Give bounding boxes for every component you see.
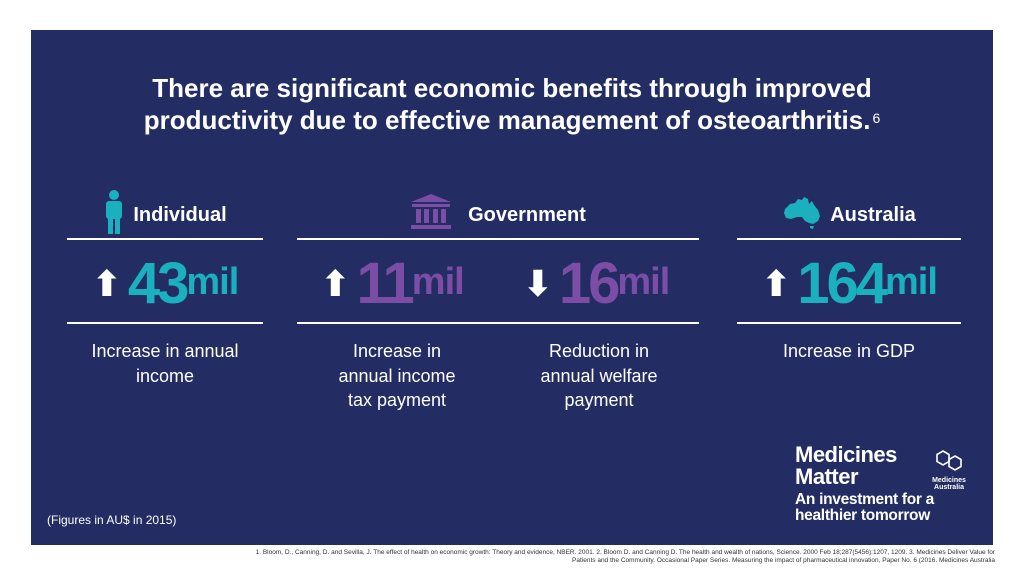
divider-australia-bottom [737,322,961,324]
description-line: annual income [338,365,456,386]
footnote-line-1: 1. Bloom, D., Canning, D. and Sevilla, J… [255,549,995,556]
stat-value: 43 [127,251,189,316]
section-header-government: Government [297,190,699,240]
headline-superscript: 6 [872,110,881,126]
headline-line-1: There are significant economic benefits … [152,73,872,103]
australia-map-icon [782,195,822,235]
logo-text-line-2: Australia [934,484,964,491]
description-line: Reduction in [548,341,650,361]
logo-text-line-1: Medicines [932,477,966,484]
headline: There are significant economic benefits … [31,72,993,136]
arrow-up-icon: ⬆ [761,263,792,304]
references-footnote: 1. Bloom, D., Canning, D. and Sevilla, J… [60,549,995,565]
description-individual: Increase in annual income [67,339,263,388]
stat-unit: mil [885,261,938,303]
description-line: Increase in annual [91,341,239,361]
description-line: Increase in GDP [782,341,916,361]
infographic-panel: There are significant economic benefits … [31,30,993,545]
stat-government-welfare: ⬇ 16 mil [501,254,691,314]
person-icon [103,190,125,240]
description-line: annual welfare [540,365,658,386]
description-line: tax payment [347,390,447,410]
description-australia: Increase in GDP [737,339,961,364]
medicines-australia-logo: Medicines Australia [927,450,971,491]
divider-australia-top [737,238,961,240]
section-header-individual: Individual [67,190,263,240]
brand-name-line-1: Medicines [795,442,897,467]
divider-individual-bottom [67,322,263,324]
stat-unit: mil [617,261,670,303]
headline-line-2: productivity due to effective management… [31,104,993,136]
figures-note: (Figures in AU$ in 2015) [47,513,177,527]
arrow-up-icon: ⬆ [320,263,351,304]
stat-government-tax: ⬆ 11 mil [297,254,487,314]
footnote-line-2: Patients and the Community. Occasional P… [572,557,995,564]
section-label-australia: Australia [830,203,916,226]
government-building-icon [410,194,452,236]
brand-name-line-2: Matter [795,464,859,489]
description-government-tax: Increase in annual income tax payment [307,339,487,413]
brand-block: Medicines Matter Medicines Australia An … [795,444,985,524]
stat-unit: mil [186,261,239,303]
stat-australia: ⬆ 164 mil [737,254,961,314]
stat-unit: mil [411,261,465,303]
divider-government-bottom [297,322,699,324]
description-line: payment [564,390,634,410]
divider-government-top [297,238,699,240]
description-line: income [135,365,195,386]
divider-individual-top [67,238,263,240]
stat-value: 16 [558,251,620,316]
arrow-up-icon: ⬆ [91,263,122,304]
section-label-government: Government [468,203,586,226]
brand-tagline-line-2: healthier tomorrow [795,507,930,524]
description-government-welfare: Reduction in annual welfare payment [509,339,689,413]
stat-individual: ⬆ 43 mil [67,254,263,314]
section-header-australia: Australia [737,190,961,240]
brand-tagline-line-1: An investment for a [795,491,934,508]
hexagon-logo-icon [936,450,962,471]
description-line: Increase in [352,341,442,361]
stat-value: 164 [797,251,888,316]
stat-value: 11 [356,251,414,316]
section-label-individual: Individual [133,203,227,226]
arrow-down-icon: ⬇ [522,263,553,304]
headline-line-2-text: productivity due to effective management… [143,105,871,135]
